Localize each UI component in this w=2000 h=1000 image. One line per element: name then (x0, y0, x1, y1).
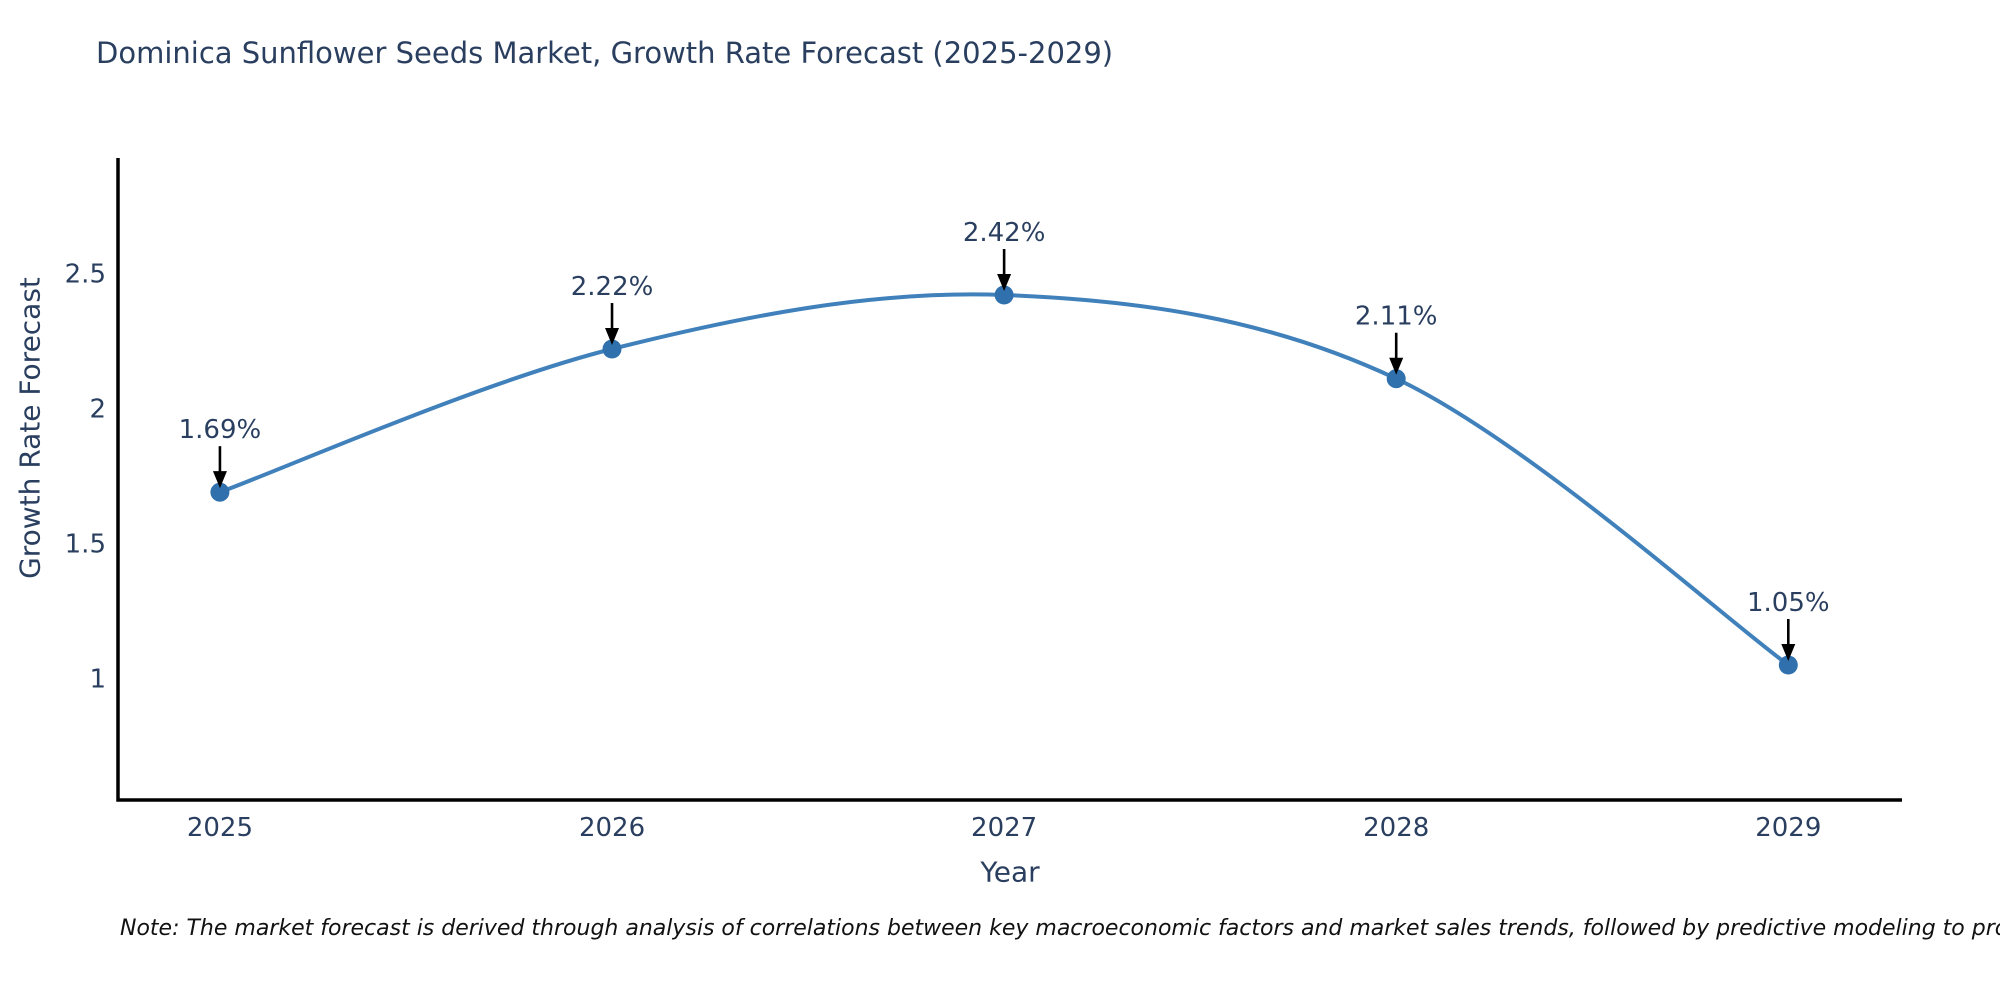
data-point-marker (210, 482, 230, 502)
x-tick-label: 2027 (971, 813, 1037, 843)
y-tick-label: 2.5 (65, 259, 106, 289)
x-tick-label: 2025 (187, 813, 253, 843)
data-point-label: 2.22% (571, 272, 654, 302)
growth-rate-line-chart: 1 1.5 2 2.5 2025 2026 2027 2028 2029 1.69% 2.22% 2.… (65, 158, 1902, 843)
y-tick-label: 2 (89, 394, 106, 424)
y-tick-label: 1.5 (65, 529, 106, 559)
data-point-marker (994, 285, 1014, 305)
chart-title: Dominica Sunflower Seeds Market, Growth … (96, 36, 1114, 70)
annotation-arrow-head (1389, 357, 1404, 375)
data-point-label: 2.11% (1355, 302, 1438, 332)
axis-lines (116, 158, 1902, 802)
footnote-container: Note: The market forecast is derived thr… (0, 916, 2000, 956)
annotation-arrow-head (997, 274, 1012, 292)
y-tick-label: 1 (89, 664, 106, 694)
data-point-label: 1.05% (1747, 588, 1830, 618)
x-tick-label: 2026 (579, 813, 645, 843)
x-tick-label: 2028 (1363, 813, 1429, 843)
data-point-marker (1778, 655, 1798, 675)
annotation-arrow-head (1781, 643, 1796, 661)
annotation-arrow-head (212, 471, 227, 489)
data-point-label: 1.69% (179, 415, 262, 445)
annotation-arrow-head (605, 328, 620, 346)
data-point-marker (1386, 369, 1406, 389)
x-axis-title: Year (980, 855, 1040, 889)
data-point-label: 2.42% (963, 218, 1046, 248)
footnote: Note: The market forecast is derived thr… (120, 916, 2000, 941)
x-tick-label: 2029 (1755, 813, 1821, 843)
forecast-line (217, 292, 1791, 667)
data-point-marker (602, 339, 622, 359)
y-axis-title: Growth Rate Forecast (13, 277, 47, 579)
